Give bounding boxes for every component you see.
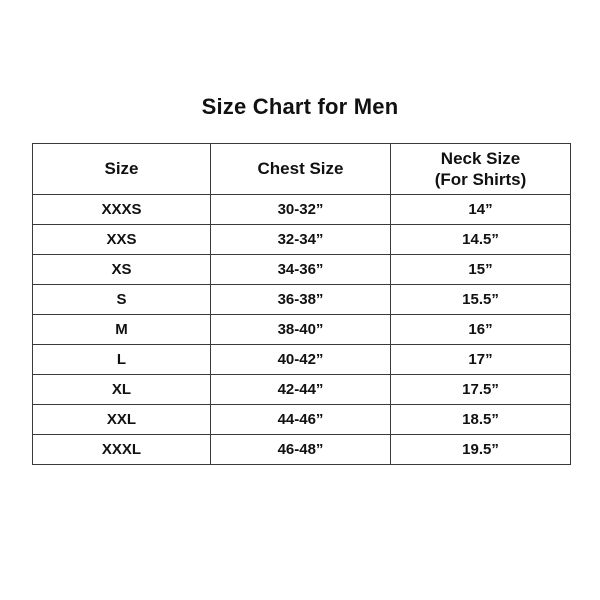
- size-cell: XXXS: [32, 194, 211, 225]
- column-header-neck-size: Neck Size (For Shirts): [390, 143, 571, 195]
- table-row: XS 34-36” 15”: [32, 254, 571, 285]
- neck-size-cell: 17.5”: [390, 374, 571, 405]
- column-header-neck-size-label: Neck Size: [440, 148, 521, 168]
- page-title: Size Chart for Men: [201, 94, 399, 119]
- table-row: XXS 32-34” 14.5”: [32, 224, 571, 255]
- neck-size-cell: 15.5”: [390, 284, 571, 315]
- chest-size-cell: 34-36”: [210, 254, 391, 285]
- column-header-chest-size: Chest Size: [210, 143, 391, 195]
- table-row: XXXL 46-48” 19.5”: [32, 434, 571, 465]
- table-row: L 40-42” 17”: [32, 344, 571, 375]
- table-row: XXL 44-46” 18.5”: [32, 404, 571, 435]
- table-row: XXXS 30-32” 14”: [32, 194, 571, 225]
- chest-size-cell: 38-40”: [210, 314, 391, 345]
- column-header-neck-size-sublabel: (For Shirts): [434, 170, 527, 189]
- size-cell: S: [32, 284, 211, 315]
- chest-size-cell: 44-46”: [210, 404, 391, 435]
- size-cell: XXS: [32, 224, 211, 255]
- chest-size-cell: 40-42”: [210, 344, 391, 375]
- size-cell: XXL: [32, 404, 211, 435]
- column-header-size-label: Size: [104, 159, 139, 179]
- size-cell: M: [32, 314, 211, 345]
- neck-size-cell: 19.5”: [390, 434, 571, 465]
- neck-size-cell: 17”: [390, 344, 571, 375]
- size-chart-table: Size Chest Size Neck Size (For Shirts) X…: [32, 143, 571, 465]
- chest-size-cell: 36-38”: [210, 284, 391, 315]
- header-row: Size Chest Size Neck Size (For Shirts): [32, 143, 571, 195]
- chest-size-cell: 30-32”: [210, 194, 391, 225]
- size-cell: XS: [32, 254, 211, 285]
- neck-size-cell: 14.5”: [390, 224, 571, 255]
- table-row: M 38-40” 16”: [32, 314, 571, 345]
- neck-size-cell: 15”: [390, 254, 571, 285]
- chest-size-cell: 32-34”: [210, 224, 391, 255]
- size-cell: XXXL: [32, 434, 211, 465]
- neck-size-cell: 14”: [390, 194, 571, 225]
- chest-size-cell: 42-44”: [210, 374, 391, 405]
- size-cell: XL: [32, 374, 211, 405]
- chest-size-cell: 46-48”: [210, 434, 391, 465]
- size-cell: L: [32, 344, 211, 375]
- neck-size-cell: 16”: [390, 314, 571, 345]
- column-header-size: Size: [32, 143, 211, 195]
- table-row: XL 42-44” 17.5”: [32, 374, 571, 405]
- neck-size-cell: 18.5”: [390, 404, 571, 435]
- table-row: S 36-38” 15.5”: [32, 284, 571, 315]
- column-header-chest-size-label: Chest Size: [257, 159, 344, 179]
